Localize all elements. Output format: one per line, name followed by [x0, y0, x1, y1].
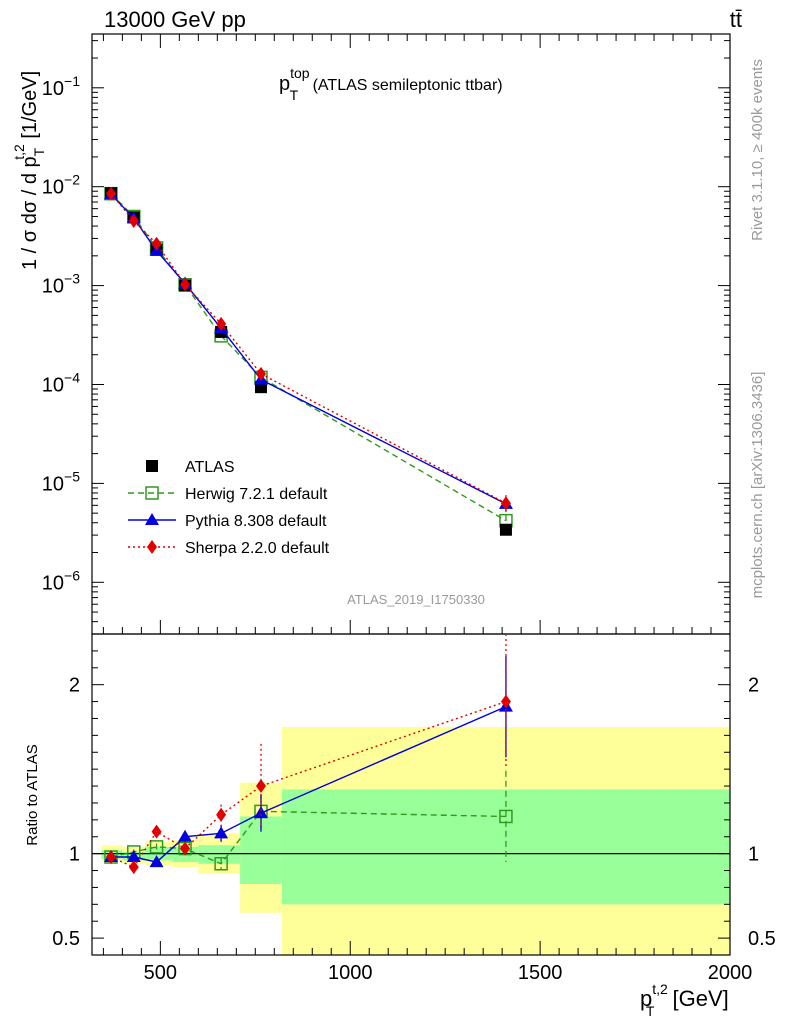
- x-tick-label: 1500: [518, 962, 563, 984]
- ratio-point-herwig: [214, 857, 228, 871]
- x-tick-label: 1000: [328, 962, 373, 984]
- ratio-frame: [91, 633, 731, 956]
- legend-marker-data: [146, 460, 158, 472]
- y-tick-label-exp: −4: [64, 369, 80, 385]
- legend: ATLAS Herwig 7.2.1 default Pythia 8.308 de…: [128, 459, 330, 557]
- ratio-point-sherpa: [255, 779, 266, 794]
- header-process-label: tt̄: [730, 7, 742, 32]
- legend-label-pythia: Pythia 8.308 default: [185, 513, 327, 530]
- main-point-data: [499, 523, 512, 536]
- plot-title: ptop T (ATLAS semileptonic ttbar): [279, 65, 503, 103]
- x-axis-title-text: p: [640, 986, 652, 1011]
- plot-title-main: p: [279, 73, 290, 95]
- main-point-sherpa: [255, 366, 266, 381]
- y-tick-label: 10−1: [42, 73, 80, 100]
- ratio-point-sherpa: [216, 807, 227, 822]
- y-tick-label-exp: −3: [64, 271, 80, 287]
- y-tick-label-base: 10: [42, 572, 64, 594]
- x-tick-label: 2000: [708, 962, 753, 984]
- main-point-sherpa: [216, 316, 227, 331]
- legend-marker-pythia: [145, 513, 159, 525]
- ratio-point-pythia: [126, 850, 141, 863]
- rivet-version-label: Rivet 3.1.10, ≥ 400k events: [749, 59, 766, 241]
- ratio-point-sherpa: [151, 824, 162, 839]
- x-tick-label: 500: [144, 962, 177, 984]
- ratio-panel: 0.5 0.5 1 1 2 2 500 1000 1500 2000: [52, 633, 776, 984]
- plot-title-rest: (ATLAS semileptonic ttbar): [308, 77, 502, 94]
- y-tick-label-exp: −5: [64, 468, 80, 484]
- ratio-point-pythia: [178, 829, 193, 842]
- ratio-point-sherpa: [105, 850, 116, 865]
- ratio-point-pythia: [214, 826, 229, 839]
- main-panel: 10−610−510−410−310−210−1: [42, 33, 731, 635]
- ratio-point-pythia: [253, 806, 268, 819]
- ratio-point-sherpa: [180, 841, 191, 856]
- y-tick-label-exp: −6: [64, 567, 80, 583]
- main-point-sherpa: [180, 277, 191, 292]
- main-point-sherpa: [151, 236, 162, 251]
- ratio-point-herwig: [499, 809, 513, 824]
- main-y-axis-title-sub: T: [31, 147, 47, 156]
- x-axis-title-unit: [GeV]: [666, 986, 728, 1011]
- header-energy-label: 13000 GeV pp: [104, 7, 246, 32]
- y-tick-label: 10−5: [42, 468, 80, 495]
- ratio-y-tick-label-right: 0.5: [748, 928, 776, 950]
- legend-marker-herwig: [145, 486, 159, 500]
- y-tick-label: 10−3: [42, 271, 80, 298]
- legend-label-sherpa: Sherpa 2.2.0 default: [185, 540, 330, 557]
- main-line-sherpa: [110, 193, 507, 504]
- ratio-point-herwig: [149, 840, 164, 854]
- y-tick-label-base: 10: [42, 78, 64, 100]
- y-tick-label-exp: −2: [64, 172, 80, 188]
- y-tick-label-base: 10: [42, 276, 64, 298]
- ratio-y-axis-title: Ratio to ATLAS: [24, 744, 41, 845]
- ratio-point-sherpa: [128, 860, 139, 875]
- main-line-herwig: [110, 193, 507, 522]
- ratio-y-tick-label-right: 2: [748, 675, 759, 697]
- main-y-axis-title-text: 1 / σ dσ / d p: [19, 156, 41, 270]
- x-axis-title-sub: T: [646, 1003, 655, 1019]
- main-line-pythia: [110, 193, 507, 505]
- main-y-axis-title: 1 / σ dσ / d pTt,2 [1/GeV]: [11, 71, 47, 270]
- analysis-watermark: ATLAS_2019_I1750330: [347, 592, 485, 607]
- ratio-point-sherpa: [500, 694, 511, 709]
- plot-title-sub: T: [290, 87, 299, 103]
- ratio-y-tick-label-left: 0.5: [52, 928, 80, 950]
- main-y-axis-title-sup: t,2: [11, 144, 27, 160]
- main-point-sherpa: [128, 213, 139, 228]
- ratio-y-tick-label-right: 1: [748, 844, 759, 866]
- ratio-y-tick-label-left: 2: [69, 675, 80, 697]
- main-point-sherpa: [105, 186, 116, 201]
- y-tick-label: 10−4: [42, 369, 80, 396]
- legend-label-data: ATLAS: [185, 459, 235, 476]
- main-point-sherpa: [500, 496, 511, 511]
- plot-title-sup: top: [290, 65, 310, 81]
- legend-marker-sherpa: [147, 540, 157, 554]
- y-tick-label-base: 10: [42, 177, 64, 199]
- y-tick-label: 10−6: [42, 567, 80, 594]
- legend-label-herwig: Herwig 7.2.1 default: [185, 486, 328, 503]
- main-y-axis-title-unit: [1/GeV]: [19, 71, 41, 144]
- y-tick-label: 10−2: [42, 172, 80, 199]
- ratio-y-tick-label-left: 1: [69, 844, 80, 866]
- mcplots-label: mcplots.cern.ch [arXiv:1306.3436]: [749, 372, 766, 599]
- uncertainty-band-inner: [281, 789, 730, 905]
- y-tick-label-exp: −1: [64, 73, 80, 89]
- x-axis-title: pt,2 T [GeV]: [640, 981, 729, 1019]
- y-tick-label-base: 10: [42, 374, 64, 396]
- ratio-point-pythia: [149, 855, 164, 868]
- x-axis-title-sup: t,2: [652, 981, 668, 997]
- y-tick-label-base: 10: [42, 473, 64, 495]
